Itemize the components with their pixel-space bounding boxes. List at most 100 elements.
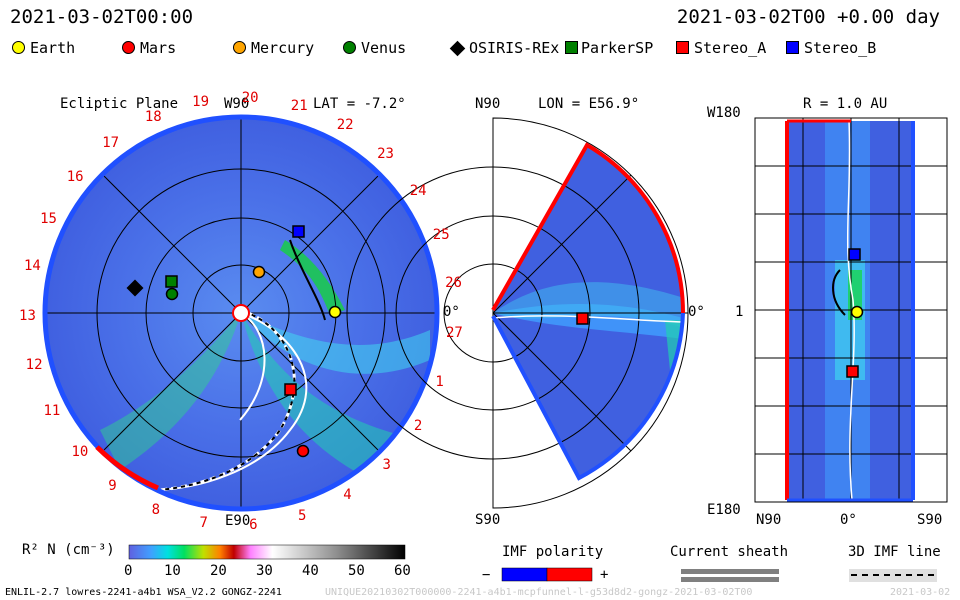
ecliptic-bottom-label: E90: [225, 513, 251, 529]
carrington-tick-label: 21: [290, 97, 308, 114]
radial-x-label-n90: N90: [756, 512, 782, 528]
carrington-tick-label: 14: [23, 258, 41, 275]
imf-line: [492, 315, 684, 323]
timestamp: 2021-03-02T00:00: [10, 6, 194, 28]
legend-mars: Mars: [122, 39, 176, 57]
meridional-top-label: N90: [475, 96, 501, 112]
imf-line: [239, 312, 266, 421]
colorbar-tick: 0: [124, 563, 133, 579]
legend-label: Venus: [361, 39, 407, 57]
legend-stereo-a: Stereo_A: [676, 39, 766, 57]
venus-icon: [165, 287, 179, 301]
colorbar-tick: 60: [394, 563, 411, 579]
carrington-tick-label: 19: [192, 93, 210, 110]
cme-shock: [280, 240, 345, 315]
polarity-arc: [95, 445, 159, 491]
venus-marker-icon: [343, 41, 356, 54]
current-sheath-title: Current sheath: [670, 544, 789, 560]
carrington-tick-label: 12: [25, 356, 43, 373]
earth-icon: [328, 305, 342, 319]
current-sheath-line: [681, 577, 779, 582]
carrington-tick-label: 4: [343, 487, 352, 504]
meridional-right-label: 0°: [688, 304, 705, 320]
legend-label: OSIRIS-REx: [469, 39, 560, 57]
stereo-a-icon: [846, 365, 859, 378]
carrington-tick-label: 13: [19, 307, 36, 324]
legend-venus: Venus: [343, 39, 406, 57]
imf-polarity-minus: −: [482, 567, 491, 583]
mercury-icon: [252, 265, 266, 279]
polarity-arc: [491, 142, 685, 314]
legend-mercury: Mercury: [233, 39, 314, 57]
parkersp-marker-icon: [565, 41, 578, 54]
current-sheath-line: [681, 569, 779, 574]
model-info: ENLIL-2.7 lowres-2241-a4b1 WSA_V2.2 GONG…: [5, 587, 282, 598]
carrington-tick-label: 2: [413, 418, 423, 435]
carrington-tick-label: 16: [66, 169, 84, 186]
imf-line: [846, 120, 855, 501]
earth-marker-icon: [12, 41, 25, 54]
carrington-tick-label: 22: [336, 116, 354, 133]
stereo-a-icon: [576, 312, 589, 325]
imf-polarity-title: IMF polarity: [502, 544, 604, 560]
osiris-rex-icon: [126, 279, 144, 297]
mars-icon: [296, 444, 310, 458]
density-stream: [100, 313, 241, 470]
footer-date: 2021-03-02: [890, 587, 951, 598]
lat-label: LAT = -7.2°: [313, 96, 406, 112]
carrington-tick-label: 11: [43, 403, 61, 420]
carrington-tick-label: 26: [445, 275, 462, 292]
carrington-tick-label: 1: [435, 373, 444, 390]
radial-panel: [754, 117, 948, 503]
carrington-tick-label: 23: [377, 145, 394, 162]
legend-earth: Earth: [12, 39, 75, 57]
radial-x-label-s90: S90: [917, 512, 943, 528]
carrington-tick-label: 27: [445, 325, 463, 342]
ecliptic-boundary: [42, 114, 440, 512]
imf-line-title: 3D IMF line: [848, 544, 941, 560]
imf-line-swatch: [849, 569, 937, 582]
mars-marker-icon: [122, 41, 135, 54]
meridional-panel: [346, 117, 689, 509]
colorbar: [128, 544, 406, 560]
polarity-positive: [546, 567, 593, 582]
ecliptic-top-label: W90: [224, 96, 250, 112]
carrington-tick-label: 25: [432, 227, 450, 244]
colorbar-label: R² N (cm⁻³): [22, 542, 115, 558]
polarity-negative: [501, 567, 548, 582]
cme-boundary: [289, 239, 326, 321]
mercury-marker-icon: [233, 41, 246, 54]
ecliptic-right-label: 0°: [443, 304, 460, 320]
filename: UNIQUE20210302T000000-2241-a4b1-mcpfunne…: [325, 587, 753, 598]
colorbar-tick: 50: [348, 563, 365, 579]
stereo-a-marker-icon: [676, 41, 689, 54]
stereo-b-icon: [848, 248, 861, 261]
sun-icon: [232, 304, 250, 322]
carrington-tick-label: 8: [151, 501, 161, 518]
density-stream: [241, 313, 430, 374]
imf-polarity-plus: +: [600, 567, 609, 583]
lon-label: LON = E56.9°: [538, 96, 640, 112]
polarity-arc: [491, 312, 685, 481]
legend-label: Mars: [140, 39, 177, 57]
radial-x-label-0: 0°: [840, 512, 857, 528]
legend-stereo-b: Stereo_B: [786, 39, 876, 57]
radial-top-left: W180: [707, 105, 741, 121]
legend-label: Stereo_A: [694, 39, 767, 57]
legend-parkersp: ParkerSP: [565, 39, 653, 57]
run-time: 2021-03-02T00 +0.00 day: [676, 6, 940, 28]
carrington-tick-label: 20: [241, 90, 259, 107]
legend-label: ParkerSP: [581, 39, 654, 57]
carrington-tick-label: 9: [108, 477, 117, 494]
legend-osiris-rex: OSIRIS-REx: [449, 39, 560, 57]
carrington-tick-label: 5: [297, 507, 307, 524]
radial-bottom-left: E180: [707, 502, 741, 518]
radial-mid-left: 1: [735, 304, 744, 320]
carrington-tick-label: 10: [71, 444, 89, 461]
radial-title: R = 1.0 AU: [803, 96, 888, 112]
imf-line: [149, 312, 308, 491]
carrington-tick-label: 7: [199, 515, 208, 532]
legend-label: Mercury: [251, 39, 315, 57]
carrington-tick-label: 3: [382, 457, 391, 474]
